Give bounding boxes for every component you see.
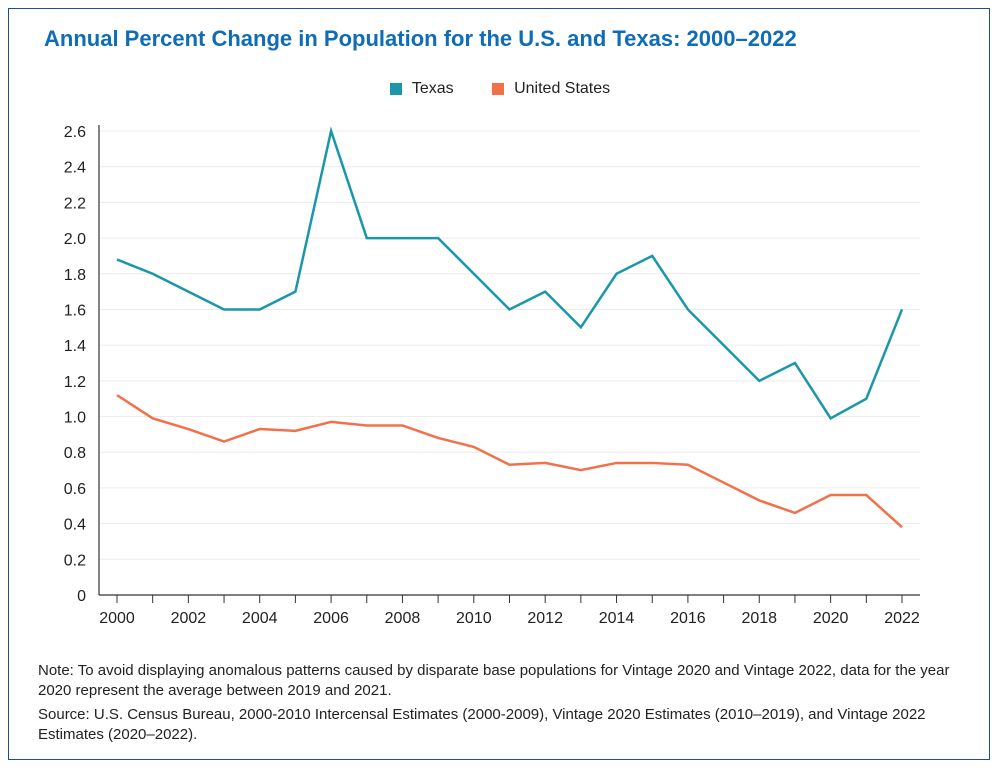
y-tick-label: 1.2 <box>64 374 86 391</box>
y-tick-label: 0.8 <box>64 445 86 462</box>
x-tick-label: 2006 <box>313 610 349 627</box>
x-tick-label: 2014 <box>599 610 635 627</box>
y-tick-label: 2.2 <box>64 195 86 212</box>
y-tick-label: 0.6 <box>64 481 86 498</box>
x-tick-label: 2010 <box>456 610 492 627</box>
y-tick-label: 2.0 <box>64 231 86 248</box>
y-tick-label: 1.0 <box>64 410 86 427</box>
y-tick-label: 2.6 <box>64 124 86 141</box>
legend-label: United States <box>514 80 611 97</box>
x-tick-label: 2008 <box>385 610 421 627</box>
y-tick-label: 0.4 <box>64 517 86 534</box>
x-tick-label: 2004 <box>242 610 278 627</box>
legend-label: Texas <box>411 80 454 97</box>
chart-note: Note: To avoid displaying anomalous patt… <box>38 662 950 699</box>
legend-swatch-united-states <box>492 83 505 95</box>
y-tick-label: 0.2 <box>64 552 86 569</box>
legend-swatch-texas <box>389 83 402 95</box>
x-tick-label: 2000 <box>99 610 135 627</box>
y-tick-label: 2.4 <box>64 160 86 177</box>
x-tick-label: 2012 <box>527 610 563 627</box>
x-tick-label: 2002 <box>171 610 207 627</box>
legend: Texas United States <box>0 80 1000 100</box>
y-tick-label: 1.6 <box>64 302 86 319</box>
legend-item-texas: Texas <box>389 80 454 98</box>
chart-source: Source: U.S. Census Bureau, 2000-2010 In… <box>38 706 926 743</box>
legend-item-united-states: United States <box>492 80 610 98</box>
y-tick-label: 1.4 <box>64 338 86 355</box>
chart-title: Annual Percent Change in Population for … <box>44 26 797 51</box>
series-line-texas <box>116 126 904 420</box>
y-tick-label: 0 <box>77 588 86 605</box>
line-chart: 0 0.2 0.4 0.6 0.8 1.0 1.2 1.4 1.6 1.8 2.0 2.2 2.4 2.6… <box>64 124 920 627</box>
y-tick-label: 1.8 <box>64 267 86 284</box>
series-line-united-states <box>116 394 903 529</box>
x-tick-label: 2022 <box>884 610 920 627</box>
chart-frame <box>8 8 990 760</box>
x-tick-label: 2018 <box>741 610 777 627</box>
x-tick-label: 2020 <box>813 610 849 627</box>
x-tick-label: 2016 <box>670 610 706 627</box>
